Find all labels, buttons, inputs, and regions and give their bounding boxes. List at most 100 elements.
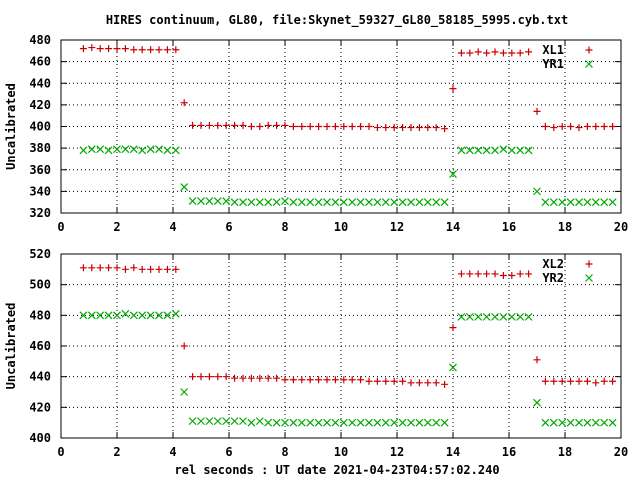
data-point-xl2 <box>306 376 314 384</box>
data-point-yr2 <box>222 417 231 426</box>
data-point-yr1 <box>381 198 390 207</box>
data-point-xl2 <box>88 264 96 272</box>
data-point-xl2 <box>609 377 617 385</box>
data-point-yr1 <box>348 198 357 207</box>
data-point-xl2 <box>323 376 331 384</box>
data-point-xl2 <box>533 356 541 364</box>
x-tick-label: 4 <box>169 445 176 459</box>
data-point-xl1 <box>147 46 155 54</box>
data-point-yr2 <box>255 417 264 426</box>
data-point-yr2 <box>566 418 575 427</box>
data-point-yr2 <box>239 417 247 426</box>
data-point-yr2 <box>264 418 273 427</box>
x-tick-label: 14 <box>446 220 460 234</box>
data-point-yr1 <box>104 146 113 155</box>
data-point-xl1 <box>499 49 507 57</box>
data-point-yr1 <box>264 198 273 207</box>
data-point-xl2 <box>483 270 491 278</box>
x-tick-label: 4 <box>169 220 176 234</box>
data-point-yr1 <box>205 197 214 206</box>
data-point-yr1 <box>499 145 508 154</box>
data-point-xl2 <box>508 271 516 279</box>
data-point-xl1 <box>273 121 281 129</box>
top-panel: 0 2 4 6 8 10 12 14 16 18 20 320 340 360 380 400 420 440 46… <box>4 33 628 234</box>
legend-label-yr2: YR2 <box>542 271 564 285</box>
data-point-yr2 <box>608 418 617 427</box>
bottom-panel: 0 2 4 6 8 10 12 14 16 18 20 400 420 440 460 480 500 520 Un… <box>4 247 628 459</box>
data-point-yr1 <box>314 198 323 207</box>
data-point-yr2 <box>339 418 348 427</box>
data-point-xl2 <box>499 271 507 279</box>
y-tick-label: 480 <box>29 33 51 47</box>
data-point-yr2 <box>314 418 323 427</box>
data-point-yr2 <box>348 418 357 427</box>
x-tick-label: 16 <box>502 445 516 459</box>
data-point-yr1 <box>491 146 499 155</box>
data-point-yr1 <box>457 146 466 155</box>
data-point-xl1 <box>264 121 272 129</box>
y-tick-label: 400 <box>29 120 51 134</box>
data-point-yr1 <box>608 198 617 207</box>
data-point-yr1 <box>96 145 105 154</box>
data-point-xl1 <box>222 121 230 129</box>
data-point-yr2 <box>575 418 583 427</box>
data-point-yr2 <box>96 311 105 320</box>
data-point-xl1 <box>298 123 306 130</box>
data-point-xl2 <box>491 270 499 278</box>
data-point-xl1 <box>373 124 381 132</box>
data-point-xl1 <box>340 123 348 130</box>
legend-marker-yr2 <box>585 274 593 282</box>
plot-frame <box>60 253 622 439</box>
data-point-yr2 <box>289 418 298 427</box>
y-tick-label: 340 <box>29 184 51 198</box>
data-point-xl2 <box>516 270 524 278</box>
legend-label-xl2: XL2 <box>542 257 564 271</box>
data-point-yr2 <box>432 418 441 427</box>
data-point-xl2 <box>289 376 297 384</box>
data-point-xl1 <box>289 123 297 130</box>
data-point-xl1 <box>533 107 541 115</box>
data-point-yr2 <box>457 312 466 321</box>
data-point-xl2 <box>315 376 323 384</box>
data-point-xl1 <box>365 123 373 130</box>
y-tick-label: 420 <box>29 98 51 112</box>
data-point-xl2 <box>575 377 583 385</box>
data-point-yr1 <box>247 198 256 207</box>
data-point-xl1 <box>105 45 113 53</box>
x-tick-label: 8 <box>281 220 288 234</box>
data-point-yr1 <box>423 198 432 207</box>
data-point-yr1 <box>306 198 315 207</box>
data-point-yr2 <box>205 417 214 426</box>
data-point-yr2 <box>449 363 457 372</box>
x-tick-label: 0 <box>57 220 64 234</box>
data-point-yr2 <box>583 418 592 427</box>
data-point-xl1 <box>441 125 449 133</box>
data-point-xl1 <box>399 124 407 132</box>
x-tick-label: 2 <box>113 220 120 234</box>
data-point-xl1 <box>113 45 121 53</box>
y-tick-label: 520 <box>29 247 51 261</box>
data-point-xl1 <box>130 46 138 54</box>
x-tick-label: 2 <box>113 445 120 459</box>
data-point-xl2 <box>172 265 180 273</box>
y-tick-label: 480 <box>29 308 51 322</box>
data-point-yr1 <box>449 170 457 178</box>
data-point-yr2 <box>163 311 172 320</box>
data-point-xl2 <box>264 374 272 382</box>
data-point-yr1 <box>339 198 348 207</box>
data-point-xl2 <box>550 377 558 385</box>
data-point-yr1 <box>373 198 382 207</box>
x-tick-label: 6 <box>225 445 232 459</box>
data-point-xl1 <box>466 49 474 57</box>
data-point-xl2 <box>205 373 213 381</box>
data-point-yr1 <box>121 145 130 154</box>
data-point-yr1 <box>566 198 575 207</box>
data-point-xl2 <box>600 377 608 385</box>
data-point-yr1 <box>407 198 415 207</box>
data-point-xl1 <box>592 123 600 130</box>
data-point-xl2 <box>256 374 264 382</box>
data-point-xl2 <box>340 376 348 384</box>
data-point-yr2 <box>79 311 88 320</box>
